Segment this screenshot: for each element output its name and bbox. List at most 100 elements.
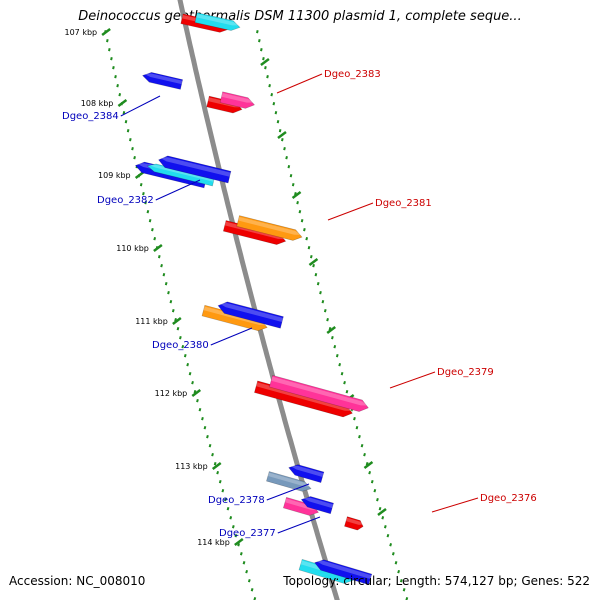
gene-dgeo-2379-pink[interactable] [269, 374, 370, 413]
scale-dot-right [305, 237, 309, 241]
gene-dgeo-2384[interactable] [141, 71, 184, 90]
gene-dgeo-2380-blue[interactable] [217, 300, 284, 329]
scale-dot-left [221, 488, 225, 493]
gene-blue-bottom[interactable] [313, 557, 373, 585]
scale-tick-label: 107 kbp [65, 28, 98, 37]
scale-tick-left [211, 462, 222, 470]
scale-dot-left [139, 182, 143, 187]
scale-dot-right [386, 533, 390, 538]
scale-dot-right [289, 174, 293, 178]
gene-label[interactable]: Dgeo_2378 [208, 495, 265, 506]
scale-dot-right [360, 444, 364, 448]
scale-dot-left [133, 155, 136, 160]
scale-dot-right [338, 363, 342, 367]
scale-dot-right [316, 281, 320, 286]
scale-tick-left [153, 244, 163, 252]
scale-dot-left [118, 93, 122, 97]
gene-label[interactable]: Dgeo_2380 [152, 340, 209, 351]
scale-dot-right [258, 39, 261, 43]
gene-label-leader [389, 371, 436, 389]
gene-dgeo-2378-blue[interactable] [287, 462, 325, 483]
scale-tick-label: 113 kbp [175, 462, 208, 471]
scale-dot-right [281, 138, 284, 142]
gene-layer [134, 12, 373, 585]
scale-dot-left [188, 371, 192, 376]
scale-tick-right [363, 461, 374, 469]
scale-dot-right [272, 102, 276, 106]
scale-dot-right [264, 65, 267, 70]
scale-dot-left [157, 255, 161, 259]
scale-dot-right [268, 84, 271, 88]
scale-dot-right [303, 228, 306, 232]
scale-dot-left [234, 533, 238, 538]
gene-label[interactable]: Dgeo_2379 [437, 367, 494, 378]
gene-label[interactable]: Dgeo_2382 [97, 195, 154, 206]
gene-label-leader [327, 202, 374, 221]
scale-dot-left [239, 552, 243, 556]
scale-dot-left [148, 218, 152, 223]
gene-cyan-top[interactable] [194, 12, 241, 33]
scale-dot-right [319, 290, 322, 295]
gene-dgeo-2381-orange[interactable] [236, 215, 304, 243]
accession-label: Accession: NC_008010 [9, 574, 146, 588]
scale-tick-label: 112 kbp [155, 389, 188, 398]
scale-dot-left [153, 237, 157, 241]
scale-dot-left [160, 264, 163, 268]
scale-tick-label: 109 kbp [98, 171, 131, 180]
gene-label[interactable]: Dgeo_2377 [219, 528, 276, 539]
scale-dot-left [231, 525, 235, 529]
scale-dot-left [171, 309, 175, 313]
scale-dot-left [181, 344, 185, 349]
scale-dot-right [285, 155, 288, 160]
scale-dot-left [144, 200, 147, 205]
scale-dot-right [358, 434, 361, 439]
scale-dot-left [229, 516, 233, 520]
gene-label[interactable]: Dgeo_2381 [375, 198, 432, 209]
scale-tick-left [172, 317, 182, 325]
scale-dot-left [242, 561, 246, 565]
scale-dot-left [216, 470, 220, 475]
scale-dot-right [397, 569, 401, 574]
scale-dot-right [345, 389, 349, 394]
scale-dot-right [335, 354, 339, 358]
gene-dgeo-2378-steel[interactable] [266, 471, 312, 493]
scale-dot-left [131, 147, 134, 151]
scale-dot-left [164, 281, 168, 286]
scale-dot-right [353, 416, 356, 421]
gene-label-leader [276, 73, 323, 94]
gene-label[interactable]: Dgeo_2384 [62, 111, 119, 122]
scale-dot-right [323, 309, 327, 313]
scale-dot-right [355, 425, 359, 430]
genome-summary: Topology: circular; Length: 574,127 bp; … [283, 574, 590, 588]
gene-label-leader [431, 497, 479, 513]
gene-dgeo-2382-blue2[interactable] [157, 154, 232, 184]
gene-dgeo-2383-pink[interactable] [219, 91, 256, 110]
scale-dot-right [394, 561, 398, 565]
scale-dot-right [389, 543, 393, 547]
gene-label[interactable]: Dgeo_2376 [480, 493, 537, 504]
scale-dot-right [321, 300, 325, 304]
gene-label[interactable]: Dgeo_2383 [324, 69, 381, 80]
scale-dot-right [287, 164, 291, 169]
scale-dot-right [274, 111, 278, 115]
scale-dot-left [114, 75, 117, 79]
scale-dot-left [198, 407, 202, 412]
scale-dot-right [309, 255, 313, 259]
gene-dgeo-2377-blue[interactable] [300, 494, 334, 515]
scale-dot-right [262, 57, 265, 61]
scale-dot-right [266, 75, 269, 79]
scale-dot-right [333, 344, 337, 349]
scale-dot-right [363, 452, 366, 457]
scale-dot-right [300, 218, 304, 223]
scale-dot-left [112, 65, 115, 70]
gene-dgeo-2376[interactable] [344, 516, 364, 532]
scale-dot-right [276, 119, 280, 124]
scale-tick-left [117, 99, 128, 107]
scale-dot-left [224, 497, 227, 502]
scale-dot-left [247, 578, 251, 583]
scale-dot-right [256, 30, 259, 34]
scale-dot-right [298, 210, 302, 214]
scale-dot-right [307, 246, 311, 250]
scale-dot-right [331, 335, 334, 340]
